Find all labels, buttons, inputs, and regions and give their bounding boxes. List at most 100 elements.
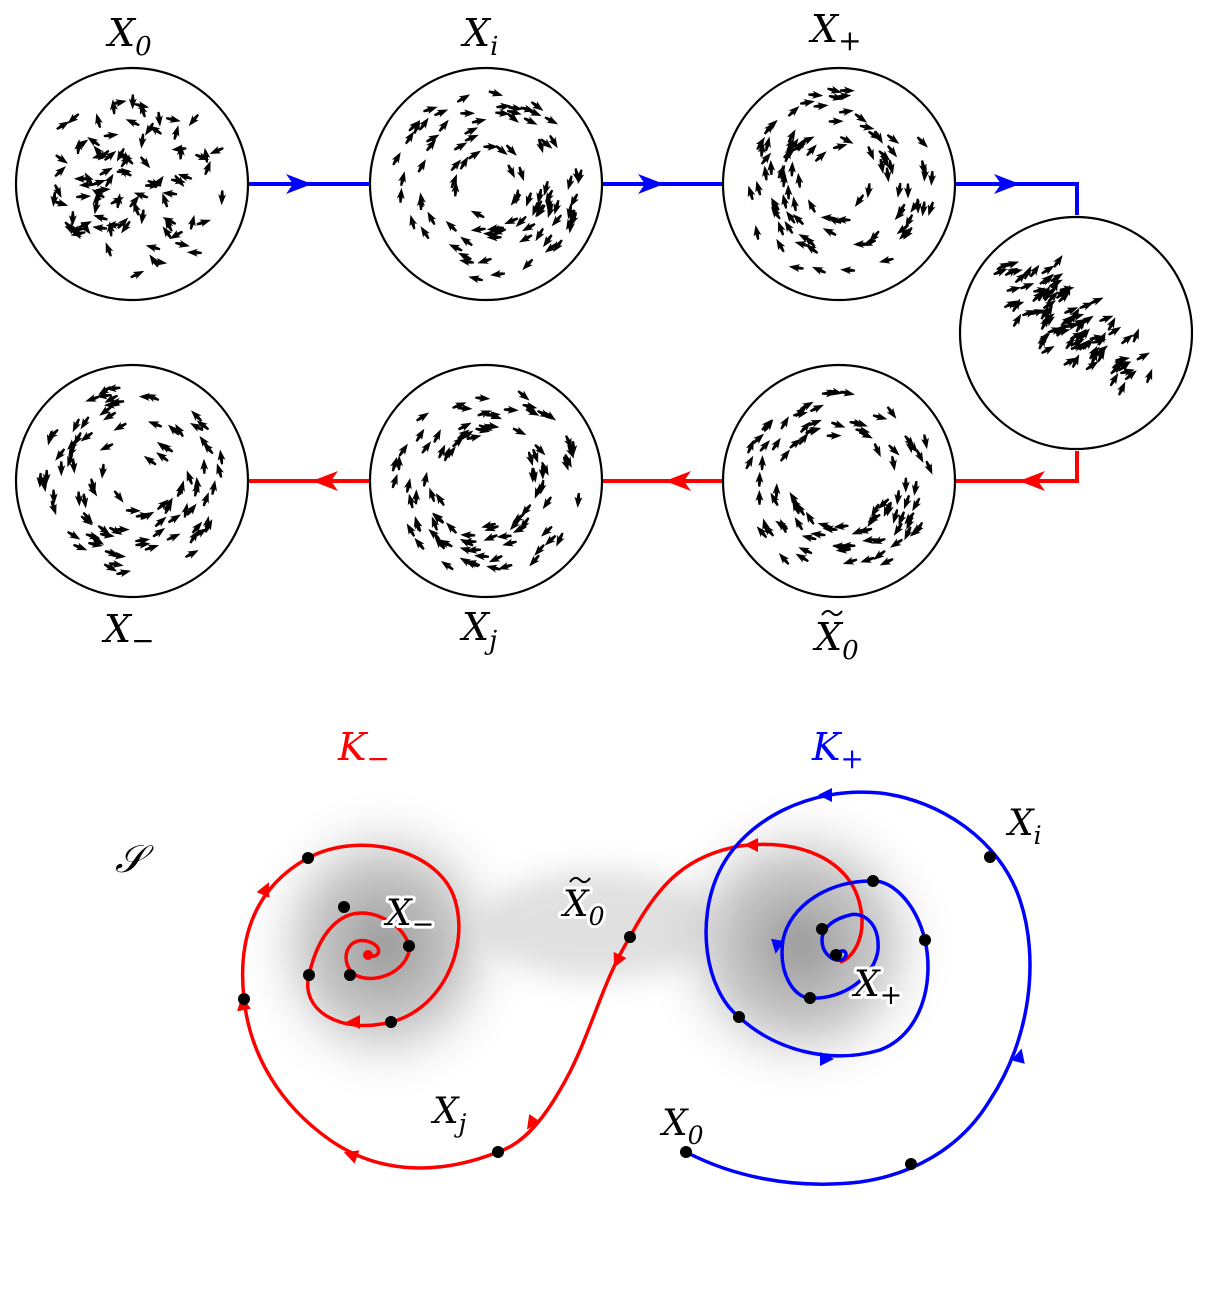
particle-icon <box>139 156 151 169</box>
particle-icon <box>807 419 822 428</box>
particle-icon <box>436 444 446 459</box>
particle-icon <box>428 529 441 540</box>
particle-icon <box>217 449 226 465</box>
particle-icon <box>913 198 922 214</box>
particle-icon <box>561 456 569 471</box>
particle-icon <box>781 193 790 209</box>
particle-icon <box>177 480 185 496</box>
arrow-icon <box>1011 1048 1025 1064</box>
particle-icon <box>534 443 546 456</box>
particle-icon <box>91 189 105 199</box>
particle-icon <box>91 151 107 160</box>
particle-icon <box>895 182 904 198</box>
particle-icon <box>828 117 844 126</box>
arrow-left-icon <box>1019 471 1045 491</box>
particle-icon <box>880 155 890 169</box>
particle-icon <box>1124 370 1137 381</box>
particle-icon <box>907 440 919 454</box>
particle-icon <box>784 220 794 235</box>
particle-icon <box>96 391 112 400</box>
particle-icon <box>806 144 817 157</box>
particle-icon <box>1042 313 1055 323</box>
particle-icon <box>787 161 796 177</box>
particle-icon <box>1109 372 1119 387</box>
particle-icon <box>125 119 140 128</box>
particle-icon <box>74 139 83 155</box>
particle-icon <box>528 467 537 483</box>
particle-icon <box>1006 286 1022 294</box>
swarm-particles <box>391 88 585 284</box>
label-xtilde0: X0 <box>812 609 859 666</box>
arrow-left-icon <box>665 471 691 491</box>
particle-icon <box>1106 317 1116 331</box>
snapshot-xtilde0 <box>721 363 957 599</box>
particle-icon <box>779 416 789 430</box>
particle-icon <box>828 92 844 101</box>
particle-icon <box>1055 323 1068 335</box>
particle-icon <box>451 181 460 197</box>
particle-icon <box>414 537 425 551</box>
particle-icon <box>484 421 500 430</box>
particle-icon <box>145 122 155 136</box>
particle-icon <box>813 102 829 111</box>
particle-icon <box>903 183 912 199</box>
particle-icon <box>114 193 123 209</box>
particle-icon <box>1042 300 1057 310</box>
particle-icon <box>74 491 83 507</box>
particle-icon <box>747 185 756 201</box>
particle-icon <box>854 194 865 208</box>
particle-icon <box>395 455 404 471</box>
particle-icon <box>817 522 833 531</box>
particle-icon <box>80 221 91 235</box>
particle-icon <box>993 268 1008 277</box>
arrow-icon <box>613 952 627 968</box>
tilde-icon <box>569 876 591 884</box>
swarm-particles <box>744 387 933 566</box>
particle-icon <box>139 209 147 225</box>
label-point-xtilde0: X0 <box>557 876 608 934</box>
particle-icon <box>542 496 553 510</box>
particle-icon <box>839 135 854 144</box>
particle-icon <box>789 492 799 506</box>
particle-icon <box>103 131 119 140</box>
particle-icon <box>525 192 534 207</box>
state-point <box>385 1016 397 1028</box>
particle-icon <box>452 402 467 411</box>
particle-icon <box>805 511 816 525</box>
particle-icon <box>184 550 199 559</box>
particle-icon <box>515 215 527 228</box>
label-xplus: X+ <box>808 7 862 57</box>
particle-icon <box>1063 357 1077 367</box>
particle-icon <box>186 248 202 257</box>
label-xi: Xi <box>460 11 498 62</box>
particle-icon <box>809 404 824 414</box>
particle-icon <box>196 420 210 431</box>
label-k-plus: K+ <box>811 725 864 775</box>
particle-icon <box>894 208 906 221</box>
state-point <box>238 993 250 1005</box>
particle-icon <box>87 483 98 497</box>
label-k-minus: K− <box>337 725 390 775</box>
particle-icon <box>109 397 125 406</box>
particle-icon <box>87 136 101 147</box>
particle-icon <box>502 538 517 547</box>
particle-icon <box>103 150 117 162</box>
particle-icon <box>167 514 182 524</box>
particle-icon <box>786 211 796 224</box>
particle-icon <box>553 199 562 215</box>
particle-icon <box>209 145 224 154</box>
particle-icon <box>434 109 449 118</box>
particle-icon <box>1029 264 1040 278</box>
particle-icon <box>50 191 59 207</box>
forward-connector-3 <box>956 182 1079 215</box>
particle-icon <box>1070 338 1085 348</box>
particle-icon <box>487 411 503 420</box>
particle-icon <box>108 559 124 568</box>
particle-icon <box>886 159 895 175</box>
particle-icon <box>830 420 846 428</box>
particle-icon <box>822 228 837 237</box>
particle-icon <box>744 455 754 470</box>
particle-icon <box>521 503 532 517</box>
particle-icon <box>534 543 545 556</box>
arrow-icon <box>346 1015 360 1029</box>
